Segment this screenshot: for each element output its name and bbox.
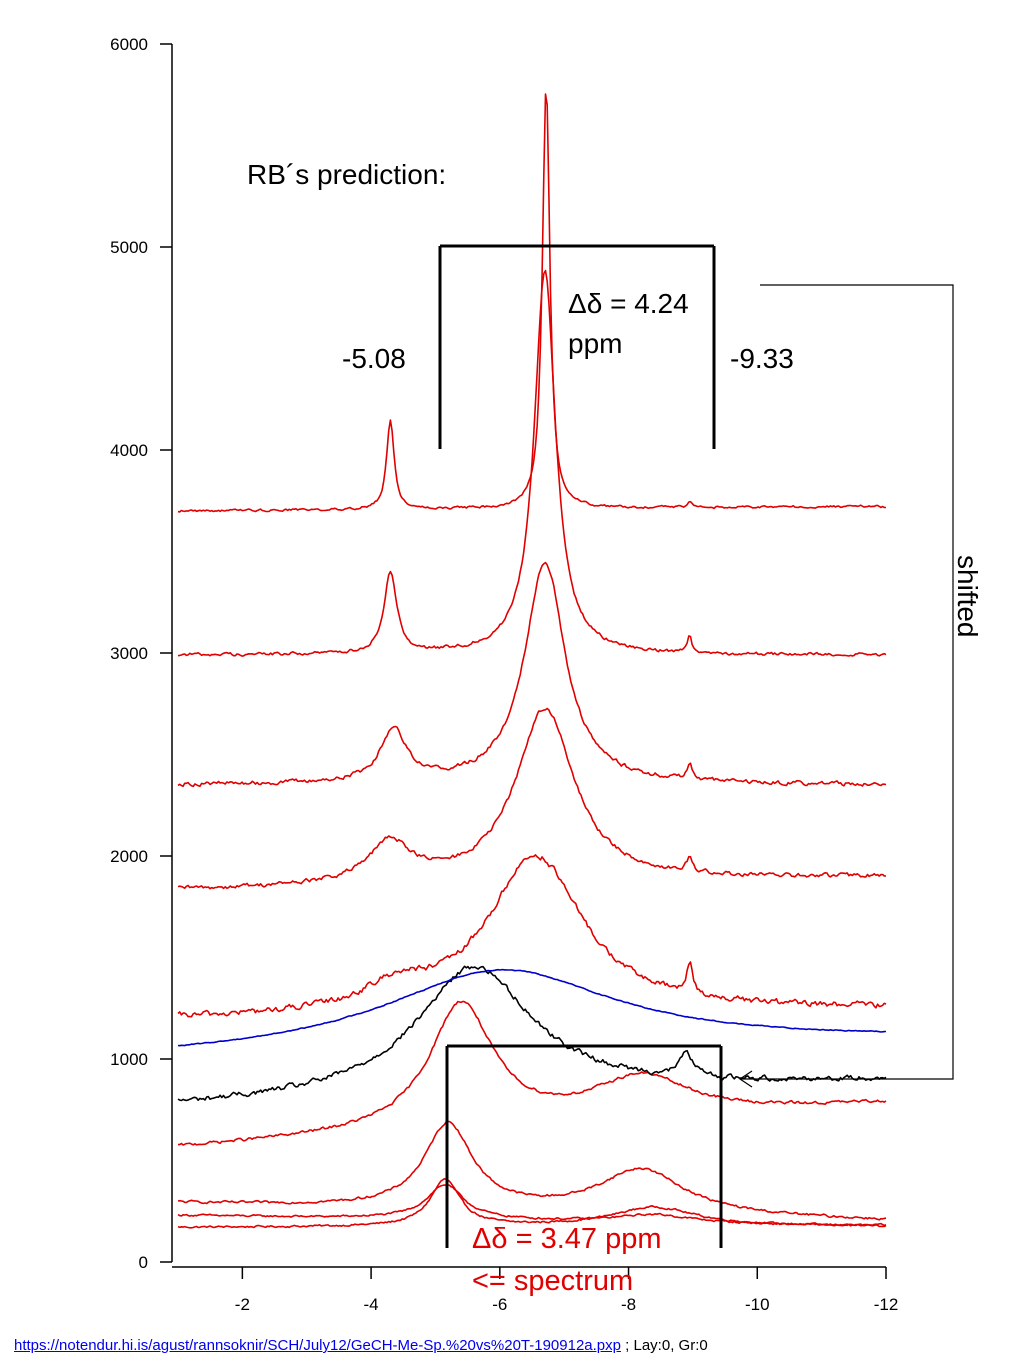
x-tick-label: -10 <box>745 1295 770 1314</box>
series-line <box>177 561 887 788</box>
footer-suffix: ; Lay:0, Gr:0 <box>621 1337 708 1354</box>
x-tick-label: -2 <box>235 1295 250 1314</box>
prediction-label: RB´s prediction: <box>247 159 446 190</box>
series-line <box>177 1183 887 1228</box>
y-tick-label: 2000 <box>110 847 148 866</box>
series-line <box>177 1120 887 1221</box>
right-shift-value: -9.33 <box>730 343 794 374</box>
spectrum-bracket <box>445 1044 723 1248</box>
y-tick-label: 0 <box>139 1253 148 1272</box>
shifted-connector <box>738 284 954 1088</box>
spectra-chart: 0 1000 2000 3000 4000 5000 6000 -2 -4 -6 -8 -10 -12… <box>110 35 983 1314</box>
series-line <box>177 707 887 890</box>
series-line <box>178 1000 887 1146</box>
shifted-connector-line <box>740 284 954 1080</box>
shifted-label: shifted <box>952 555 983 638</box>
series-line <box>177 854 887 1018</box>
y-tick-label: 4000 <box>110 441 148 460</box>
y-tick-label: 5000 <box>110 238 148 257</box>
delta-bottom-label: Δδ = 3.47 ppm <box>472 1223 661 1255</box>
axes <box>171 44 886 1268</box>
series-line <box>177 93 887 513</box>
series-group <box>177 93 887 1229</box>
series-line <box>177 965 887 1102</box>
left-shift-value: -5.08 <box>342 343 406 374</box>
y-ticks: 0 1000 2000 3000 4000 5000 6000 <box>110 35 172 1272</box>
footer: https://notendur.hi.is/agust/rannsoknir/… <box>14 1337 708 1354</box>
x-ticks: -2 -4 -6 -8 -10 -12 <box>235 1267 898 1314</box>
delta-top-line2: ppm <box>568 328 622 359</box>
shifted-arrowhead <box>738 1070 753 1088</box>
source-link[interactable]: https://notendur.hi.is/agust/rannsoknir/… <box>14 1337 621 1354</box>
y-tick-label: 3000 <box>110 644 148 663</box>
x-tick-label: -8 <box>621 1295 636 1314</box>
y-tick-label: 6000 <box>110 35 148 54</box>
delta-top-line1: Δδ = 4.24 <box>568 288 689 319</box>
prediction-bracket <box>438 244 716 449</box>
y-tick-label: 1000 <box>110 1050 148 1069</box>
series-line <box>177 968 887 1047</box>
x-tick-label: -4 <box>364 1295 379 1314</box>
x-tick-label: -6 <box>492 1295 507 1314</box>
spectrum-label: <= spectrum <box>472 1265 633 1297</box>
x-tick-label: -12 <box>874 1295 899 1314</box>
series-line <box>177 269 887 657</box>
